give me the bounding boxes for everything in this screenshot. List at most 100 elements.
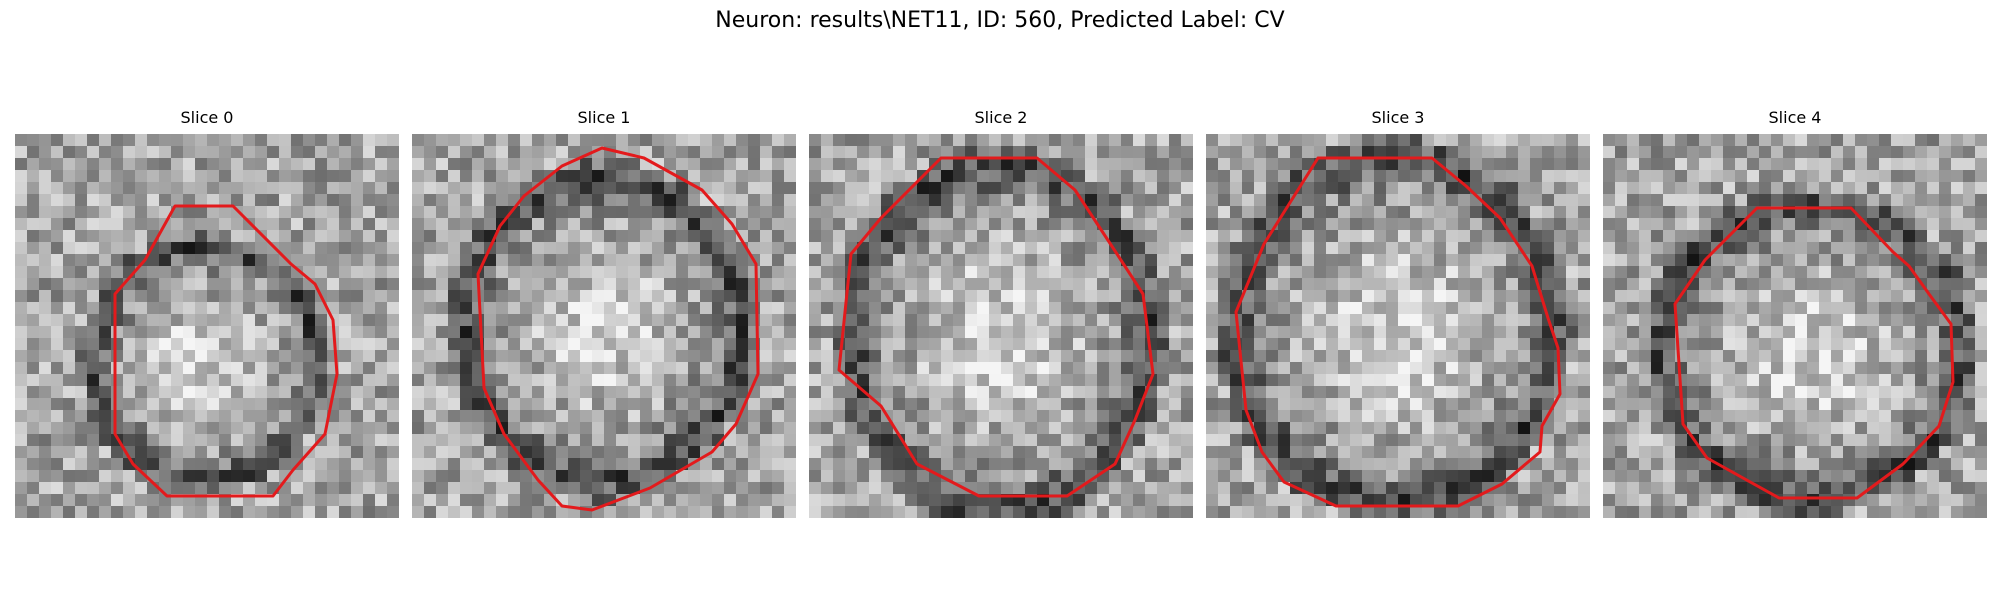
image-pixel — [99, 182, 111, 194]
image-pixel — [616, 398, 628, 410]
image-pixel — [412, 398, 424, 410]
image-pixel — [700, 278, 712, 290]
image-pixel — [231, 338, 243, 350]
image-pixel — [339, 386, 351, 398]
image-pixel — [484, 314, 496, 326]
image-pixel — [520, 494, 532, 506]
image-pixel — [460, 266, 472, 278]
image-pixel — [664, 362, 676, 374]
image-pixel — [676, 482, 688, 494]
image-pixel — [1603, 302, 1615, 314]
image-pixel — [1819, 290, 1831, 302]
image-pixel — [821, 194, 833, 206]
image-pixel — [1807, 422, 1819, 434]
image-pixel — [412, 422, 424, 434]
image-pixel — [881, 230, 893, 242]
image-pixel — [1410, 410, 1422, 422]
image-pixel — [195, 362, 207, 374]
image-pixel — [1915, 182, 1927, 194]
image-pixel — [941, 422, 953, 434]
image-pixel — [1747, 278, 1759, 290]
image-pixel — [1278, 506, 1290, 518]
image-pixel — [869, 170, 881, 182]
image-pixel — [1470, 230, 1482, 242]
image-pixel — [556, 434, 568, 446]
image-pixel — [1061, 386, 1073, 398]
image-pixel — [1049, 290, 1061, 302]
image-pixel — [1867, 350, 1879, 362]
image-pixel — [15, 446, 27, 458]
image-pixel — [279, 374, 291, 386]
image-pixel — [1963, 254, 1975, 266]
image-pixel — [1747, 410, 1759, 422]
image-pixel — [1061, 146, 1073, 158]
image-pixel — [15, 350, 27, 362]
image-pixel — [1085, 482, 1097, 494]
image-pixel — [195, 470, 207, 482]
image-pixel — [147, 194, 159, 206]
image-pixel — [1169, 434, 1181, 446]
image-pixel — [387, 302, 399, 314]
image-pixel — [1711, 182, 1723, 194]
image-pixel — [123, 230, 135, 242]
image-pixel — [51, 218, 63, 230]
segmentation-outline — [837, 156, 1155, 498]
image-pixel — [1482, 434, 1494, 446]
image-pixel — [436, 326, 448, 338]
image-pixel — [1422, 242, 1434, 254]
image-pixel — [784, 446, 796, 458]
image-pixel — [1169, 350, 1181, 362]
image-pixel — [953, 206, 965, 218]
image-pixel — [1843, 218, 1855, 230]
image-pixel — [616, 506, 628, 518]
image-pixel — [243, 134, 255, 146]
image-pixel — [748, 278, 760, 290]
image-pixel — [448, 506, 460, 518]
image-pixel — [544, 434, 556, 446]
image-pixel — [255, 374, 267, 386]
image-pixel — [1759, 158, 1771, 170]
image-pixel — [821, 398, 833, 410]
image-pixel — [1819, 170, 1831, 182]
image-pixel — [87, 170, 99, 182]
image-pixel — [1891, 338, 1903, 350]
image-pixel — [1326, 338, 1338, 350]
image-pixel — [1242, 230, 1254, 242]
image-pixel — [1759, 170, 1771, 182]
image-pixel — [15, 506, 27, 518]
image-pixel — [592, 326, 604, 338]
image-pixel — [508, 278, 520, 290]
image-pixel — [1711, 410, 1723, 422]
image-pixel — [255, 350, 267, 362]
image-pixel — [1795, 326, 1807, 338]
image-pixel — [412, 482, 424, 494]
image-pixel — [1338, 206, 1350, 218]
image-pixel — [219, 470, 231, 482]
image-pixel — [712, 254, 724, 266]
image-pixel — [1675, 230, 1687, 242]
image-pixel — [1639, 170, 1651, 182]
image-pixel — [15, 410, 27, 422]
image-pixel — [1807, 146, 1819, 158]
image-pixel — [712, 386, 724, 398]
image-pixel — [1470, 506, 1482, 518]
image-pixel — [508, 494, 520, 506]
image-pixel — [99, 362, 111, 374]
image-pixel — [1663, 374, 1675, 386]
image-pixel — [700, 362, 712, 374]
image-pixel — [784, 242, 796, 254]
image-pixel — [1145, 434, 1157, 446]
image-pixel — [111, 146, 123, 158]
image-pixel — [363, 410, 375, 422]
image-pixel — [27, 338, 39, 350]
image-pixel — [1206, 410, 1218, 422]
image-pixel — [1759, 302, 1771, 314]
image-pixel — [1049, 278, 1061, 290]
image-pixel — [1338, 278, 1350, 290]
image-pixel — [592, 410, 604, 422]
image-pixel — [1434, 266, 1446, 278]
image-pixel — [1121, 302, 1133, 314]
image-pixel — [63, 278, 75, 290]
image-pixel — [171, 290, 183, 302]
image-pixel — [1807, 350, 1819, 362]
